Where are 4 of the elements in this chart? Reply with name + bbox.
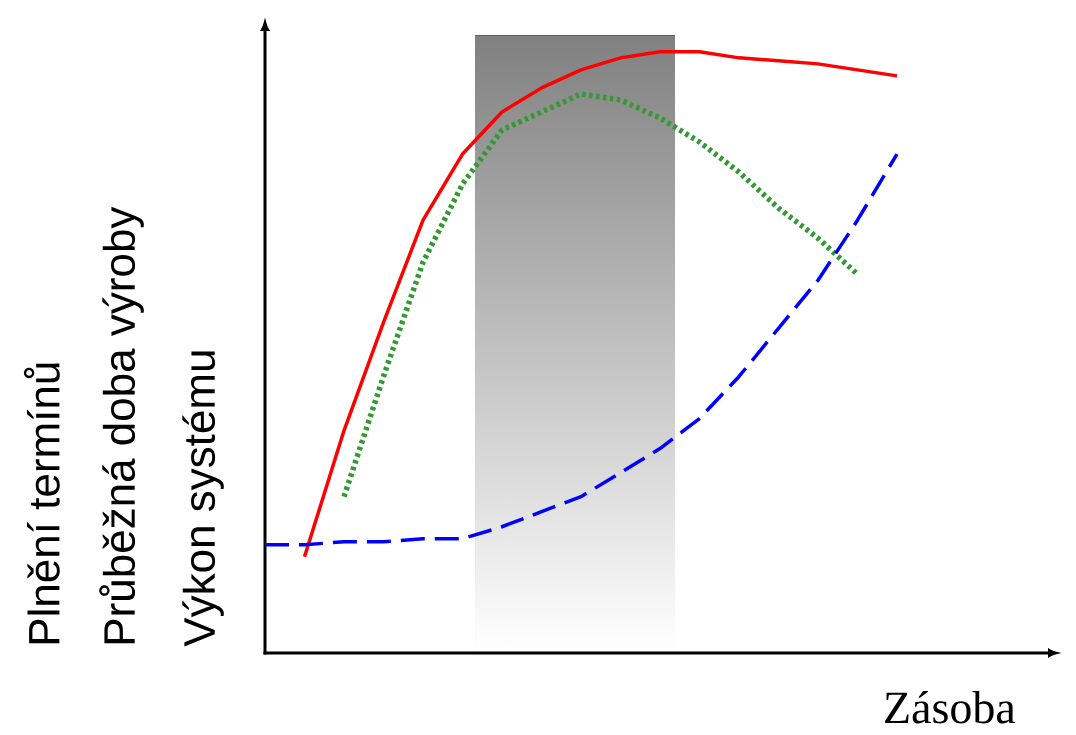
text: Výkon systému (182, 351, 224, 647)
text: Průběžná doba výroby (99, 206, 144, 644)
text: Plnění termínů (23, 363, 60, 644)
x-axis-title: Zásoba (885, 691, 1016, 724)
